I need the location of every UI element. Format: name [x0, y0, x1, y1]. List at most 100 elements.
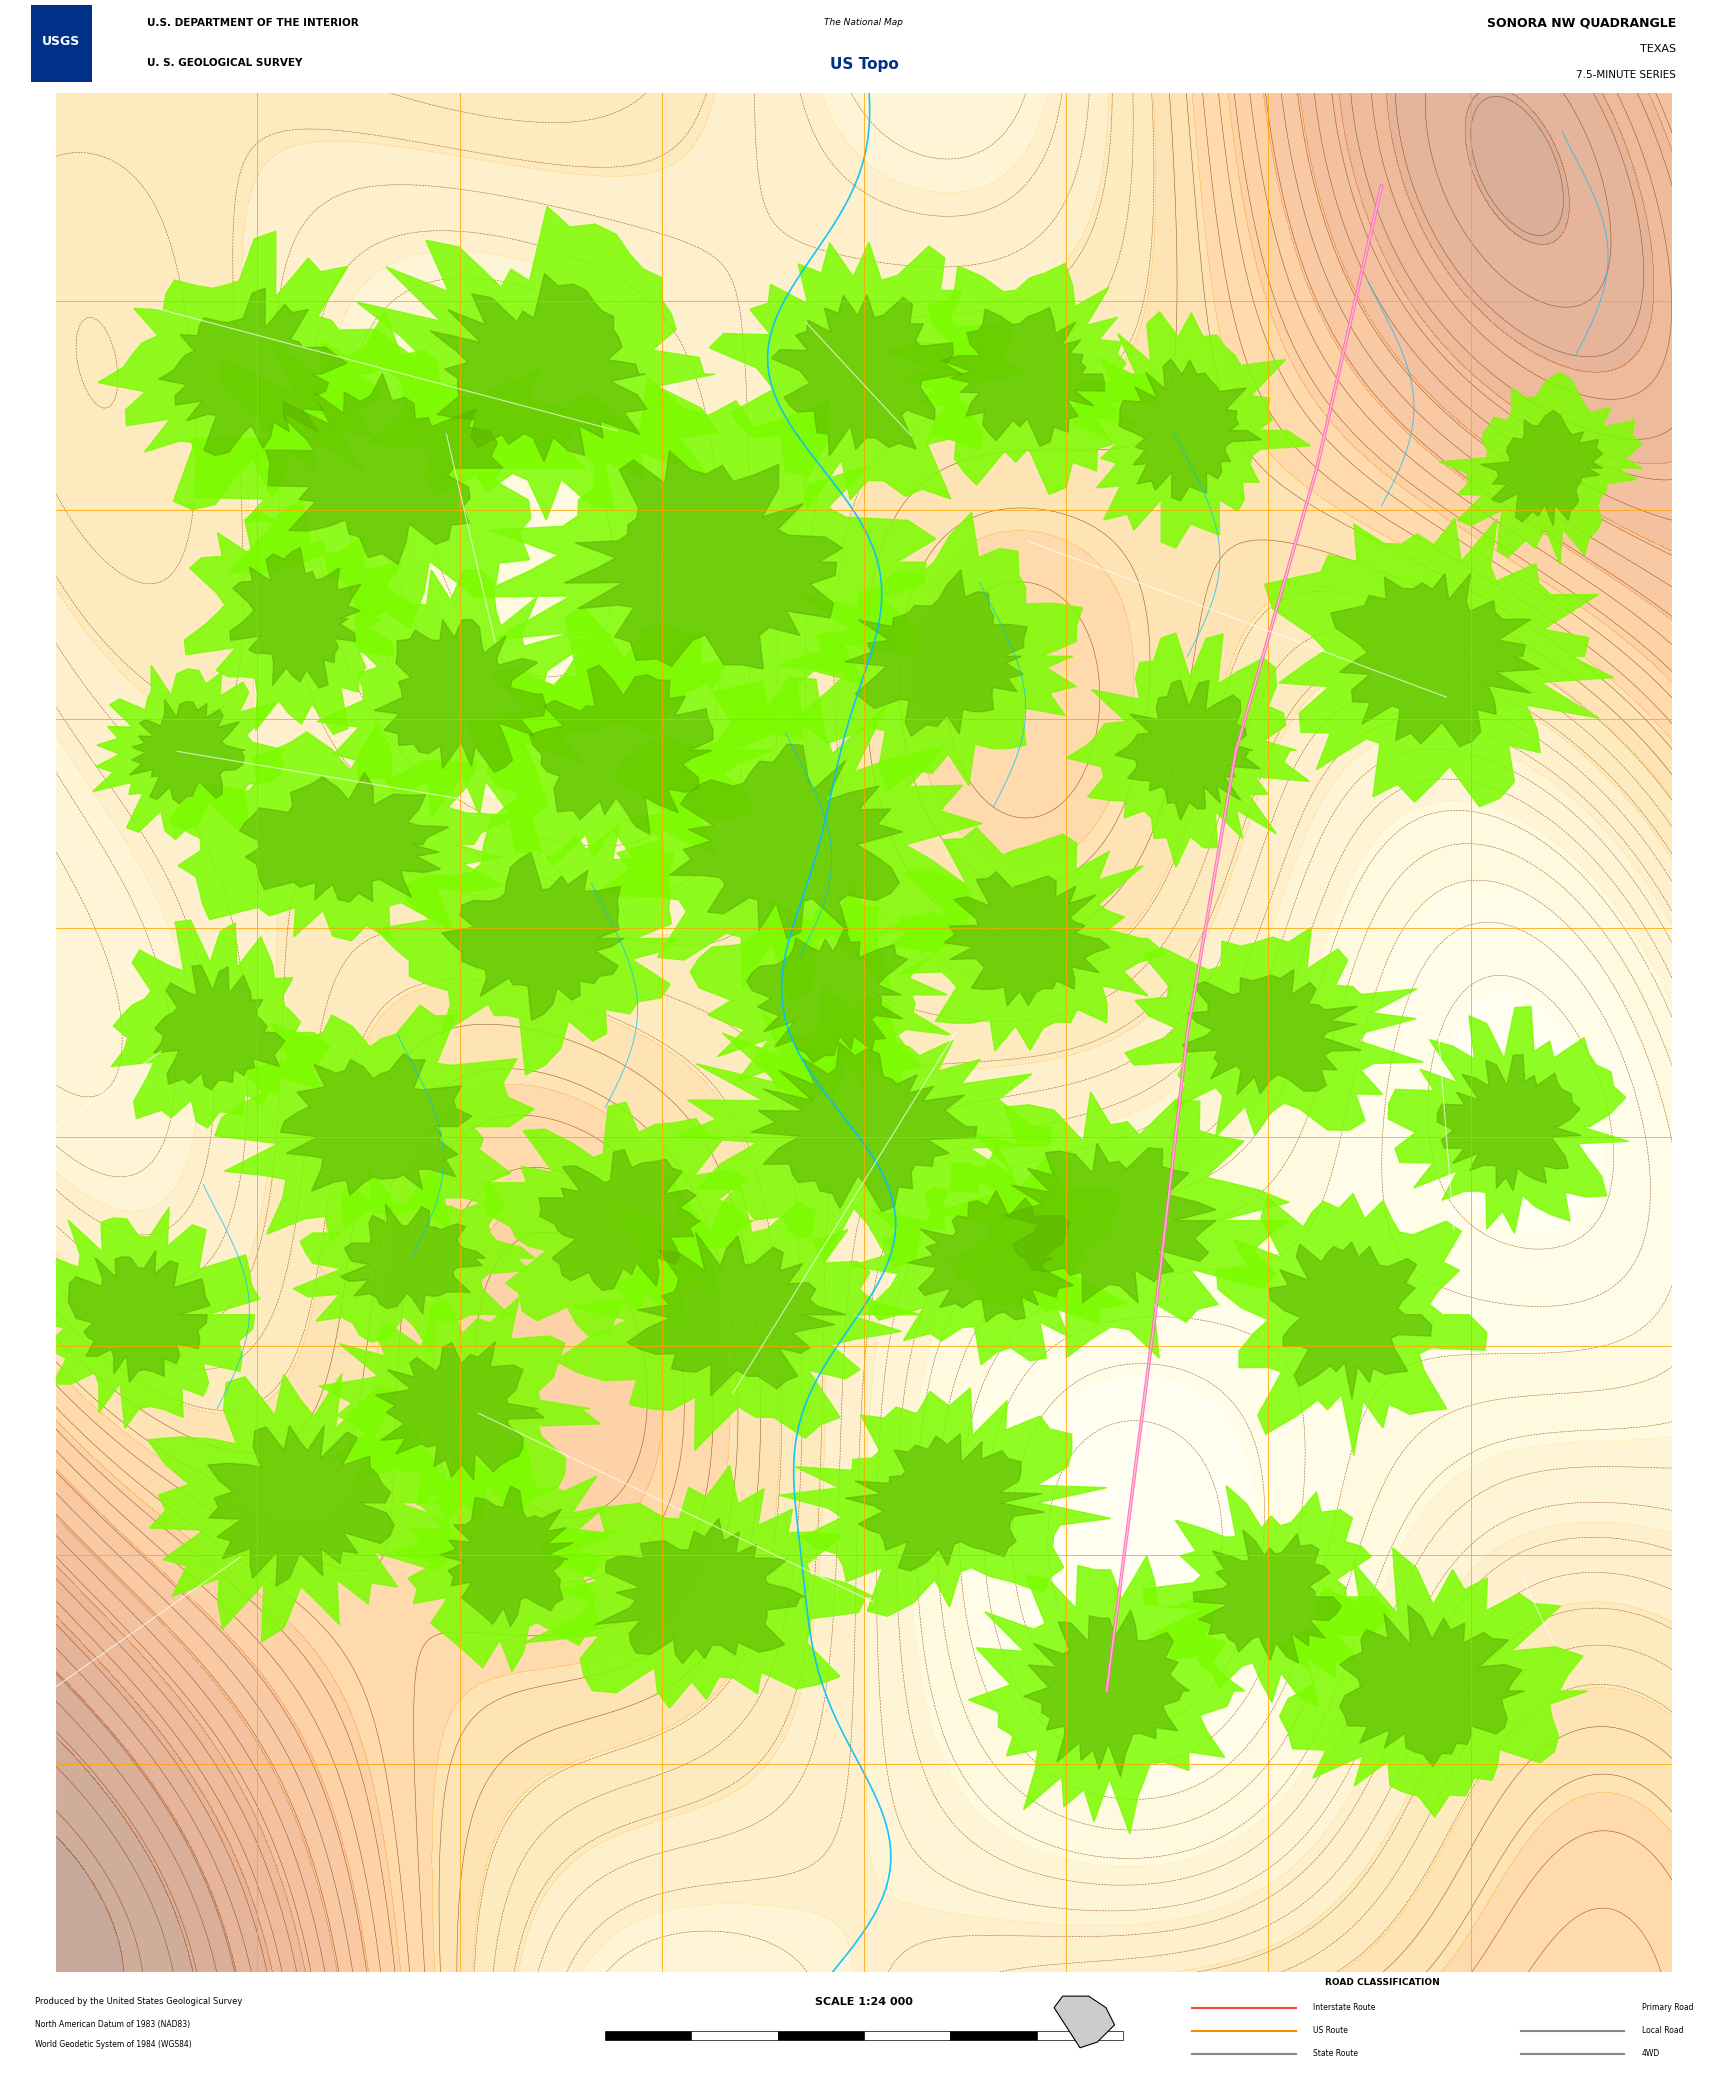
Polygon shape: [594, 677, 982, 1002]
Polygon shape: [1066, 633, 1310, 867]
Polygon shape: [320, 1297, 600, 1528]
Polygon shape: [484, 1102, 753, 1336]
Polygon shape: [710, 242, 1028, 512]
Text: Local Road: Local Road: [1642, 2025, 1683, 2036]
Polygon shape: [627, 1232, 847, 1397]
Polygon shape: [316, 570, 603, 825]
Polygon shape: [940, 307, 1104, 447]
Polygon shape: [885, 263, 1158, 495]
Polygon shape: [230, 547, 361, 689]
Polygon shape: [1217, 1194, 1486, 1455]
Polygon shape: [93, 666, 285, 839]
Polygon shape: [1023, 1610, 1189, 1777]
Polygon shape: [565, 451, 843, 668]
Bar: [35, 0, 173, 88]
Text: The National Map: The National Map: [824, 19, 904, 27]
Polygon shape: [472, 376, 937, 741]
Bar: [691, 2030, 778, 2040]
Polygon shape: [968, 1556, 1244, 1833]
Bar: [605, 2030, 691, 2040]
Polygon shape: [1194, 1531, 1341, 1662]
Polygon shape: [111, 921, 330, 1128]
Polygon shape: [442, 852, 624, 1021]
Bar: [31, 6, 92, 81]
Polygon shape: [845, 1434, 1044, 1570]
Text: 7.5-MINUTE SERIES: 7.5-MINUTE SERIES: [1576, 69, 1676, 79]
Polygon shape: [373, 620, 546, 773]
Polygon shape: [676, 986, 1052, 1267]
Polygon shape: [746, 927, 907, 1063]
Polygon shape: [1439, 372, 1642, 564]
Polygon shape: [1182, 969, 1362, 1094]
Polygon shape: [1004, 1144, 1217, 1303]
Polygon shape: [1120, 359, 1261, 501]
Polygon shape: [22, 1207, 259, 1428]
Polygon shape: [98, 232, 413, 509]
Polygon shape: [168, 725, 517, 942]
Bar: [778, 2030, 864, 2040]
Bar: [1037, 2030, 1123, 2040]
Polygon shape: [266, 374, 503, 564]
Polygon shape: [441, 1487, 574, 1627]
Polygon shape: [689, 883, 959, 1109]
Text: World Geodetic System of 1984 (WGS84): World Geodetic System of 1984 (WGS84): [35, 2040, 192, 2048]
Bar: [950, 2030, 1037, 2040]
Polygon shape: [779, 1389, 1111, 1616]
Polygon shape: [185, 501, 403, 735]
Polygon shape: [1339, 1606, 1524, 1766]
Polygon shape: [1331, 574, 1540, 748]
Text: Primary Road: Primary Road: [1642, 2002, 1693, 2013]
Polygon shape: [594, 1518, 805, 1664]
Polygon shape: [845, 570, 1028, 737]
Polygon shape: [1279, 1547, 1588, 1817]
Polygon shape: [294, 1167, 534, 1351]
Polygon shape: [468, 608, 774, 889]
Polygon shape: [430, 274, 646, 461]
Text: 4WD: 4WD: [1642, 2048, 1661, 2059]
Polygon shape: [555, 1178, 921, 1451]
Text: U.S. DEPARTMENT OF THE INTERIOR: U.S. DEPARTMENT OF THE INTERIOR: [147, 17, 359, 27]
Polygon shape: [1388, 1006, 1628, 1234]
Text: U. S. GEOLOGICAL SURVEY: U. S. GEOLOGICAL SURVEY: [147, 58, 302, 69]
Polygon shape: [524, 1466, 874, 1708]
Polygon shape: [154, 965, 285, 1090]
Polygon shape: [340, 1205, 486, 1313]
Polygon shape: [943, 873, 1109, 1006]
Polygon shape: [670, 743, 902, 940]
Text: Interstate Route: Interstate Route: [1313, 2002, 1375, 2013]
Text: US Route: US Route: [1313, 2025, 1348, 2036]
Text: TEXAS: TEXAS: [1640, 44, 1676, 54]
Text: State Route: State Route: [1313, 2048, 1358, 2059]
Polygon shape: [280, 1054, 472, 1194]
Polygon shape: [190, 311, 586, 628]
Polygon shape: [778, 512, 1082, 789]
Text: USGS: USGS: [41, 35, 81, 48]
Polygon shape: [377, 796, 679, 1075]
Text: Produced by the United States Geological Survey: Produced by the United States Geological…: [35, 1998, 242, 2007]
Polygon shape: [159, 288, 347, 455]
Polygon shape: [214, 1004, 534, 1240]
Text: SCALE 1:24 000: SCALE 1:24 000: [816, 1996, 912, 2007]
Polygon shape: [1125, 927, 1424, 1136]
Polygon shape: [1438, 1054, 1581, 1190]
Polygon shape: [147, 1374, 458, 1641]
Polygon shape: [539, 1150, 700, 1290]
Text: SONORA NW QUADRANGLE: SONORA NW QUADRANGLE: [1486, 17, 1676, 29]
Polygon shape: [1270, 1242, 1433, 1399]
Polygon shape: [375, 1343, 544, 1480]
Polygon shape: [935, 1092, 1289, 1357]
Polygon shape: [1073, 311, 1310, 547]
Polygon shape: [890, 827, 1165, 1050]
Polygon shape: [207, 1426, 394, 1587]
Polygon shape: [394, 1437, 617, 1672]
Polygon shape: [69, 1251, 211, 1382]
Polygon shape: [529, 666, 714, 835]
Polygon shape: [1054, 1996, 1115, 2048]
Polygon shape: [240, 773, 449, 902]
Polygon shape: [850, 1144, 1127, 1366]
Polygon shape: [1144, 1485, 1391, 1708]
Text: North American Datum of 1983 (NAD83): North American Datum of 1983 (NAD83): [35, 2021, 190, 2030]
Polygon shape: [1481, 411, 1604, 526]
Polygon shape: [752, 1042, 976, 1211]
Bar: [864, 2030, 950, 2040]
